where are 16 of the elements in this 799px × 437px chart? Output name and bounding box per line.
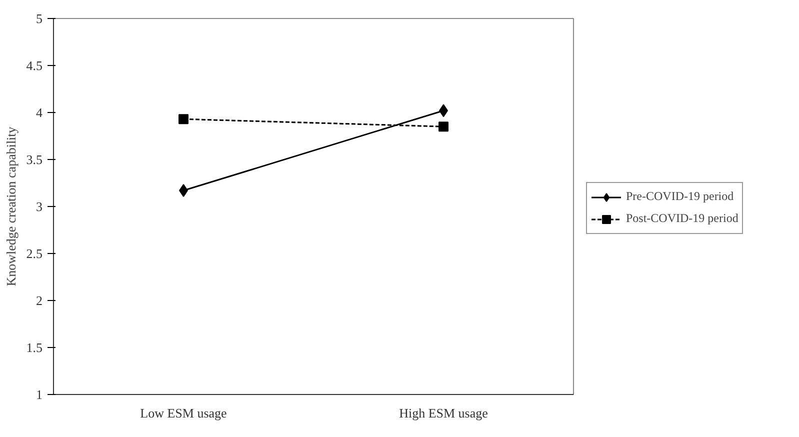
point: [178, 114, 188, 124]
legend-label: Pre-COVID-19 period: [626, 189, 734, 204]
y-tick-label: 1.5: [26, 340, 42, 355]
y-tick-label: 3: [36, 199, 42, 214]
y-tick-label: 5: [36, 11, 42, 26]
y-tick-label: 4: [36, 105, 43, 120]
y-tick-label: 4.5: [26, 58, 42, 73]
y-tick-label: 1: [36, 387, 42, 402]
y-tick-label: 2: [36, 293, 42, 308]
x-tick-label: Low ESM usage: [140, 406, 228, 420]
y-axis-title: Knowledge creation capability: [3, 126, 18, 286]
x-tick-label: High ESM usage: [399, 406, 488, 420]
y-tick-label: 2.5: [26, 246, 42, 261]
y-tick-label: 3.5: [26, 152, 42, 167]
point: [438, 122, 448, 132]
legend-label: Post-COVID-19 period: [626, 211, 738, 226]
